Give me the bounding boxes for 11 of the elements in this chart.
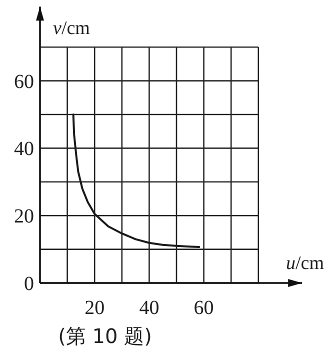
x-tick-label: 20 — [84, 297, 105, 319]
y-tick-label: 0 — [24, 273, 34, 295]
text: (第 10 题) — [58, 324, 152, 348]
y-tick-label: 40 — [14, 138, 34, 160]
x-tick-label: 60 — [194, 297, 214, 319]
y-tick-label: 20 — [14, 206, 34, 228]
y-axis-title: v/cm — [53, 18, 90, 39]
x-axis-title: u/cm — [286, 253, 324, 274]
y-tick-label: 60 — [14, 70, 34, 93]
line-series — [72, 114, 200, 248]
x-tick-label: 40 — [139, 297, 160, 319]
